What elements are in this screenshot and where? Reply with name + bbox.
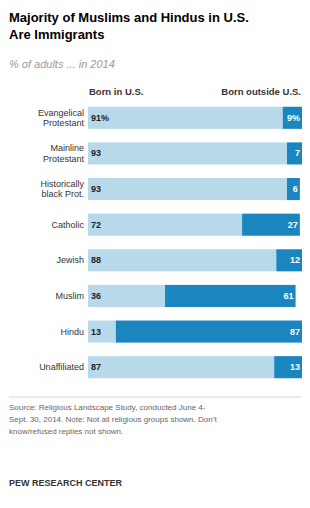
category-label: Jewish [56, 255, 84, 265]
data-label: 91% [91, 113, 109, 123]
labels: 91% 9% 93 7 93 6 72 27 88 12 36 61 13 87 87 13 [91, 113, 300, 372]
category-label: Catholic [51, 220, 84, 230]
bar [88, 142, 287, 164]
data-label: 87 [290, 327, 300, 337]
bar [88, 178, 287, 200]
bar [165, 285, 296, 307]
bar [287, 142, 302, 164]
bar [88, 321, 116, 343]
bar [242, 214, 300, 236]
credit: PEW RESEARCH CENTER [9, 478, 123, 488]
series-header: Born outside U.S. [221, 86, 301, 97]
bar [88, 356, 274, 378]
separator [9, 397, 301, 398]
subtitle: % of adults ... in 2014 [9, 58, 115, 70]
data-label: 93 [91, 184, 101, 194]
bars [88, 107, 302, 378]
title: Majority of Muslims and Hindus in U.S.Ar… [9, 10, 249, 42]
data-label: 9% [287, 113, 300, 123]
category-label: EvangelicalProtestant [38, 108, 85, 129]
bar [274, 356, 302, 378]
data-label: 88 [91, 255, 101, 265]
series-header: Born in U.S. [89, 86, 143, 97]
data-label: 13 [290, 362, 300, 372]
data-label: 72 [91, 220, 101, 230]
data-label: 12 [290, 255, 300, 265]
data-label: 93 [91, 148, 101, 158]
category-label: Muslim [56, 291, 85, 301]
data-label: 36 [91, 291, 101, 301]
bar [88, 285, 165, 307]
category-label: Unaffiliated [39, 362, 84, 372]
category-label: Historicallyblack Prot. [40, 179, 84, 200]
background [0, 0, 310, 508]
source-note: Source: Religious Landscape Study, condu… [9, 403, 217, 436]
bar [88, 214, 242, 236]
bar [88, 107, 283, 129]
bar [88, 249, 276, 271]
bar [283, 107, 302, 129]
data-label: 61 [284, 291, 294, 301]
data-label: 13 [91, 327, 101, 337]
data-label: 7 [295, 148, 300, 158]
category-label: MainlineProtestant [43, 143, 85, 164]
data-label: 6 [293, 184, 298, 194]
bar [287, 178, 300, 200]
data-label: 87 [91, 362, 101, 372]
bar [116, 321, 302, 343]
chart: Majority of Muslims and Hindus in U.S.Ar… [0, 0, 310, 508]
bar [276, 249, 302, 271]
data-label: 27 [288, 220, 298, 230]
category-label: Hindu [60, 327, 84, 337]
